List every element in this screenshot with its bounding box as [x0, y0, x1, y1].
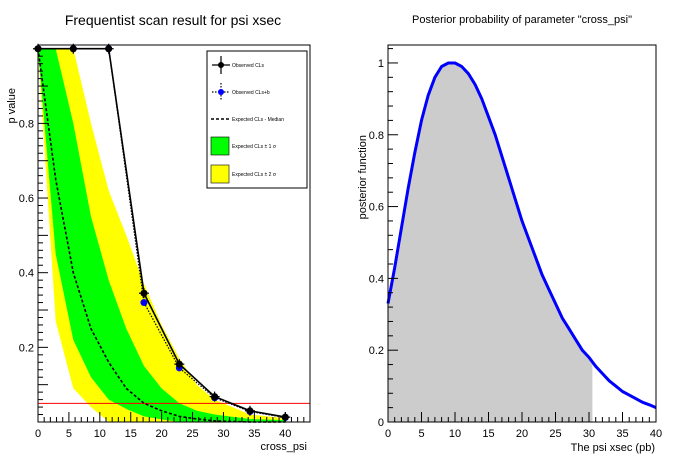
chart-title: Posterior probability of parameter "cros…	[412, 14, 632, 26]
y-tick-label: 0.8	[369, 130, 384, 142]
x-tick-label: 0	[35, 428, 41, 440]
x-tick-label: 0	[385, 428, 391, 440]
y-tick-label: 0.2	[369, 345, 384, 357]
x-tick-label: 10	[449, 428, 461, 440]
legend-label: Expected CLs ± 1 σ	[232, 144, 277, 150]
cls-point	[211, 393, 219, 401]
x-axis-label: cross_psi	[261, 441, 307, 453]
cls-point	[246, 407, 254, 415]
cls-point	[105, 45, 113, 53]
y-tick-label: 0	[378, 417, 384, 429]
cls-line	[38, 47, 286, 418]
posterior-chart: Posterior probability of parameter "cros…	[357, 14, 662, 454]
frequentist-chart: Frequentist scan result for psi xsec 0 5 1…	[6, 12, 311, 453]
legend-entry-observed-cls: Observed CLs	[212, 56, 264, 74]
y-tick-label: 1	[378, 58, 384, 70]
legend-entry-1sigma: Expected CLs ± 1 σ	[210, 136, 277, 156]
legend-marker-observed-cls-dot	[218, 62, 224, 68]
clsb-point	[140, 299, 148, 307]
x-tick-label: 35	[248, 428, 260, 440]
legend-label: Observed CLs+b	[232, 90, 270, 96]
chart-title: Frequentist scan result for psi xsec	[65, 12, 281, 28]
legend-entry-observed-clsb: Observed CLs+b	[212, 83, 270, 101]
x-tick-label: 40	[279, 428, 291, 440]
y-axis-label: p value	[6, 88, 18, 123]
x-axis-label: The psi xsec (pb)	[571, 442, 655, 454]
y-tick-label: 0.4	[369, 273, 384, 285]
x-tick-label: 20	[156, 428, 168, 440]
legend-swatch-2sigma	[210, 164, 230, 184]
x-axis-ticks: 0 5 10 15 20 25 30 35 40	[35, 412, 311, 440]
x-tick-label: 15	[482, 428, 494, 440]
x-tick-label: 30	[583, 428, 595, 440]
legend-marker-observed-clsb-dot	[218, 89, 224, 95]
y-tick-label: 0.4	[19, 268, 34, 280]
expected-1sigma-band	[38, 48, 286, 422]
band-1sigma-area	[38, 48, 286, 422]
legend: Observed CLs Observed CLs+b Expected CLs…	[206, 50, 308, 189]
x-tick-label: 30	[217, 428, 229, 440]
cls-point	[69, 45, 77, 53]
x-tick-label: 15	[125, 428, 137, 440]
clsb-line	[38, 48, 286, 419]
y-axis-ticks: 0.2 0.4 0.6 0.8	[19, 48, 48, 416]
legend-label: Expected CLs ± 2 σ	[232, 172, 277, 178]
legend-entry-expected-median: Expected CLs - Median	[211, 117, 284, 123]
posterior-curve	[386, 61, 657, 409]
x-tick-label: 10	[94, 428, 106, 440]
x-tick-label: 5	[418, 428, 424, 440]
x-axis-ticks: 0 5 10 15 20 25 30 35 40	[385, 412, 662, 440]
y-tick-label: 0.6	[19, 193, 34, 205]
credible-region-shade	[388, 63, 593, 422]
x-tick-label: 25	[186, 428, 198, 440]
median-line	[37, 48, 286, 423]
x-tick-label: 35	[616, 428, 628, 440]
expected-median-line	[37, 48, 286, 423]
shade-area	[388, 63, 593, 422]
y-axis-label: posterior function	[357, 135, 369, 219]
posterior-line	[386, 61, 657, 409]
y-tick-label: 0.2	[19, 342, 34, 354]
x-tick-label: 25	[549, 428, 561, 440]
x-tick-label: 40	[650, 428, 662, 440]
y-axis-ticks: 0 0.2 0.4 0.6 0.8 1	[369, 48, 398, 429]
legend-label: Observed CLs	[232, 63, 264, 69]
cls-point	[140, 289, 148, 297]
x-tick-label: 20	[516, 428, 528, 440]
y-tick-label: 0.6	[369, 202, 384, 214]
legend-entry-2sigma: Expected CLs ± 2 σ	[210, 164, 277, 184]
x-tick-label: 5	[66, 428, 72, 440]
legend-label: Expected CLs - Median	[232, 117, 284, 123]
legend-swatch-1sigma	[210, 136, 230, 156]
y-tick-label: 0.8	[19, 118, 34, 130]
cls-point	[175, 360, 183, 368]
